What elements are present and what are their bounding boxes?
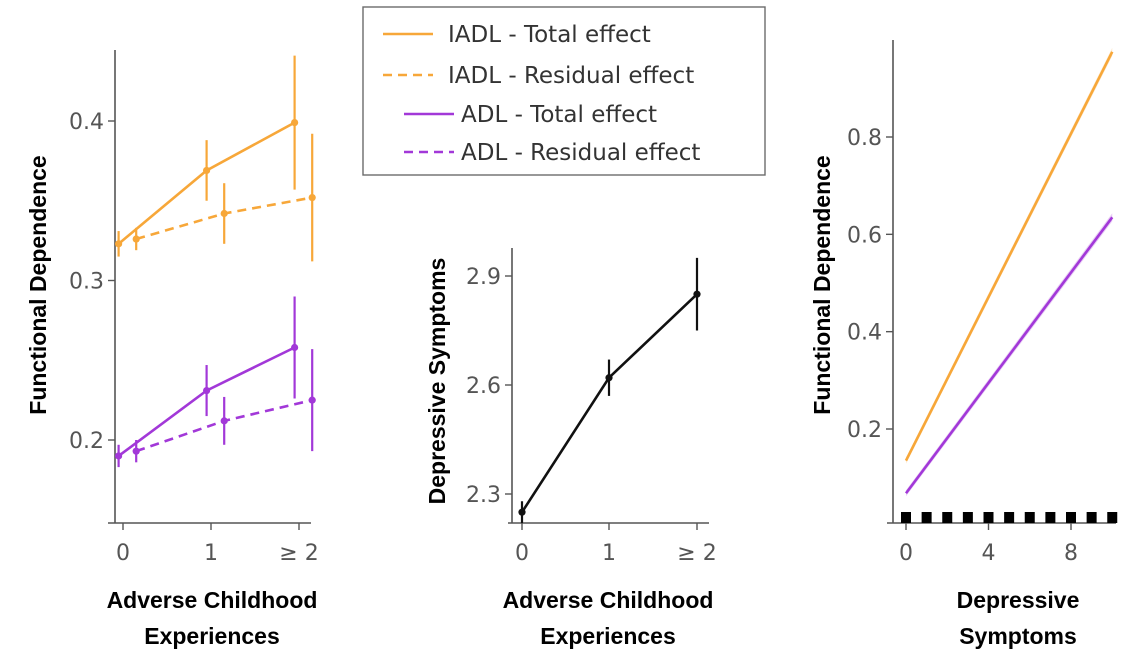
data-point	[115, 452, 123, 460]
series-line	[520, 293, 698, 513]
legend-label: IADL - Total effect	[448, 22, 651, 48]
rug-mark	[1086, 512, 1097, 523]
series-adl-residual-effect	[132, 349, 316, 463]
data-point	[132, 235, 140, 243]
y-axis-title: Functional Dependence	[809, 155, 835, 414]
x-tick-label: 8	[1064, 541, 1078, 566]
data-point	[220, 417, 228, 425]
x-tick-label: ≥ 2	[279, 541, 318, 566]
x-axis-title-line1: Adverse Childhood	[503, 587, 714, 613]
data-point	[115, 240, 123, 248]
x-axis-title-line2: Symptoms	[959, 623, 1077, 649]
data-point	[693, 290, 701, 298]
x-tick-label: ≥ 2	[677, 541, 716, 566]
y-axis-title: Depressive Symptoms	[424, 258, 450, 505]
legend: IADL - Total effect IADL - Residual effec…	[362, 6, 766, 176]
data-point	[203, 386, 211, 395]
x-tick-label: 1	[602, 541, 616, 566]
series-adl-total-effect	[115, 296, 299, 468]
panel-depressive-by-ace: 2.3 2.6 2.9 0 1 ≥ 2 Adverse Childhood Experienc…	[424, 248, 717, 649]
y-tick-label: 2.6	[466, 374, 501, 399]
rug-mark	[942, 512, 953, 523]
x-axis-title-line2: Experiences	[144, 623, 280, 649]
y-tick-label: 0.2	[69, 429, 104, 454]
y-tick-label: 0.2	[847, 418, 882, 443]
data-point	[291, 118, 299, 127]
data-point	[308, 193, 316, 202]
rug-mark	[1107, 512, 1118, 523]
data-point	[308, 396, 316, 404]
rug-mark	[1045, 512, 1056, 523]
y-tick-label: 2.3	[466, 483, 501, 508]
x-tick-label: 0	[116, 541, 130, 566]
data-point	[518, 508, 526, 516]
x-axis-title-line1: Depressive	[957, 587, 1080, 613]
y-tick-label: 0.4	[847, 321, 882, 346]
x-tick-label: 1	[204, 541, 218, 566]
y-tick-label: 0.8	[847, 126, 882, 151]
rug-mark	[1066, 512, 1076, 523]
y-tick-label: 2.9	[466, 265, 501, 290]
x-tick-label: 0	[899, 541, 913, 566]
panel-iadl-adl-by-ace: 0.2 0.3 0.4 0 1 ≥ 2 Adverse Childhood Experienc…	[25, 50, 319, 649]
x-axis-title-line2: Experiences	[540, 623, 676, 649]
data-point	[220, 209, 228, 218]
data-point	[203, 166, 211, 175]
x-tick-label: 0	[515, 541, 529, 566]
data-point	[605, 374, 613, 382]
y-tick-label: 0.4	[69, 110, 104, 135]
rug-mark	[921, 512, 932, 523]
legend-label: ADL - Total effect	[461, 102, 657, 128]
data-point	[291, 343, 299, 352]
panel-dependence-by-depressive: 0.2 0.4 0.6 0.8 0 4 8 Depressive Symptoms Functio…	[809, 40, 1118, 649]
rug-mark	[1024, 512, 1035, 523]
y-tick-label: 0.6	[847, 223, 882, 248]
series-line	[518, 257, 701, 524]
y-axis-title: Functional Dependence	[25, 155, 51, 414]
legend-label: IADL - Residual effect	[448, 63, 694, 89]
series-iadl-residual-effect	[132, 133, 316, 262]
x-axis-title-line1: Adverse Childhood	[107, 587, 318, 613]
legend-label: ADL - Residual effect	[461, 140, 700, 166]
series-line	[904, 216, 1114, 495]
rug-mark	[1004, 512, 1015, 523]
y-tick-label: 0.3	[69, 270, 104, 295]
series-iadl-total-effect	[115, 55, 299, 257]
x-tick-label: 4	[982, 541, 996, 566]
rug-mark	[962, 512, 973, 523]
data-point	[132, 447, 140, 455]
series-line	[904, 51, 1114, 462]
rug-mark	[983, 512, 994, 523]
rug-mark	[901, 512, 911, 523]
